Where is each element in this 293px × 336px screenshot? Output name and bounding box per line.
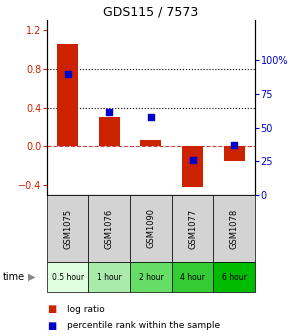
Bar <box>141 139 161 146</box>
Bar <box>172 262 213 292</box>
Text: time: time <box>3 272 25 282</box>
Bar <box>88 195 130 262</box>
Text: GSM1075: GSM1075 <box>63 208 72 249</box>
Text: 4 hour: 4 hour <box>180 273 205 282</box>
Bar <box>130 195 172 262</box>
Text: percentile rank within the sample: percentile rank within the sample <box>67 322 221 330</box>
Point <box>65 71 70 77</box>
Bar <box>47 195 88 262</box>
Bar <box>172 195 213 262</box>
Text: ▶: ▶ <box>28 272 35 282</box>
Text: 0.5 hour: 0.5 hour <box>52 273 84 282</box>
Text: 2 hour: 2 hour <box>139 273 163 282</box>
Bar <box>99 117 120 146</box>
Bar <box>182 146 203 187</box>
Bar <box>47 262 88 292</box>
Text: GSM1078: GSM1078 <box>230 208 239 249</box>
Point <box>149 114 153 120</box>
Text: GSM1077: GSM1077 <box>188 208 197 249</box>
Text: ■: ■ <box>47 321 56 331</box>
Text: 1 hour: 1 hour <box>97 273 122 282</box>
Text: ■: ■ <box>47 304 56 314</box>
Point <box>107 109 112 114</box>
Bar <box>130 262 172 292</box>
Text: 6 hour: 6 hour <box>222 273 246 282</box>
Point <box>232 142 236 148</box>
Bar <box>213 262 255 292</box>
Bar <box>224 146 245 161</box>
Text: GSM1090: GSM1090 <box>146 208 155 249</box>
Bar <box>88 262 130 292</box>
Bar <box>57 44 78 146</box>
Bar <box>213 195 255 262</box>
Point <box>190 157 195 163</box>
Text: log ratio: log ratio <box>67 305 105 313</box>
Text: GSM1076: GSM1076 <box>105 208 114 249</box>
Title: GDS115 / 7573: GDS115 / 7573 <box>103 6 199 19</box>
